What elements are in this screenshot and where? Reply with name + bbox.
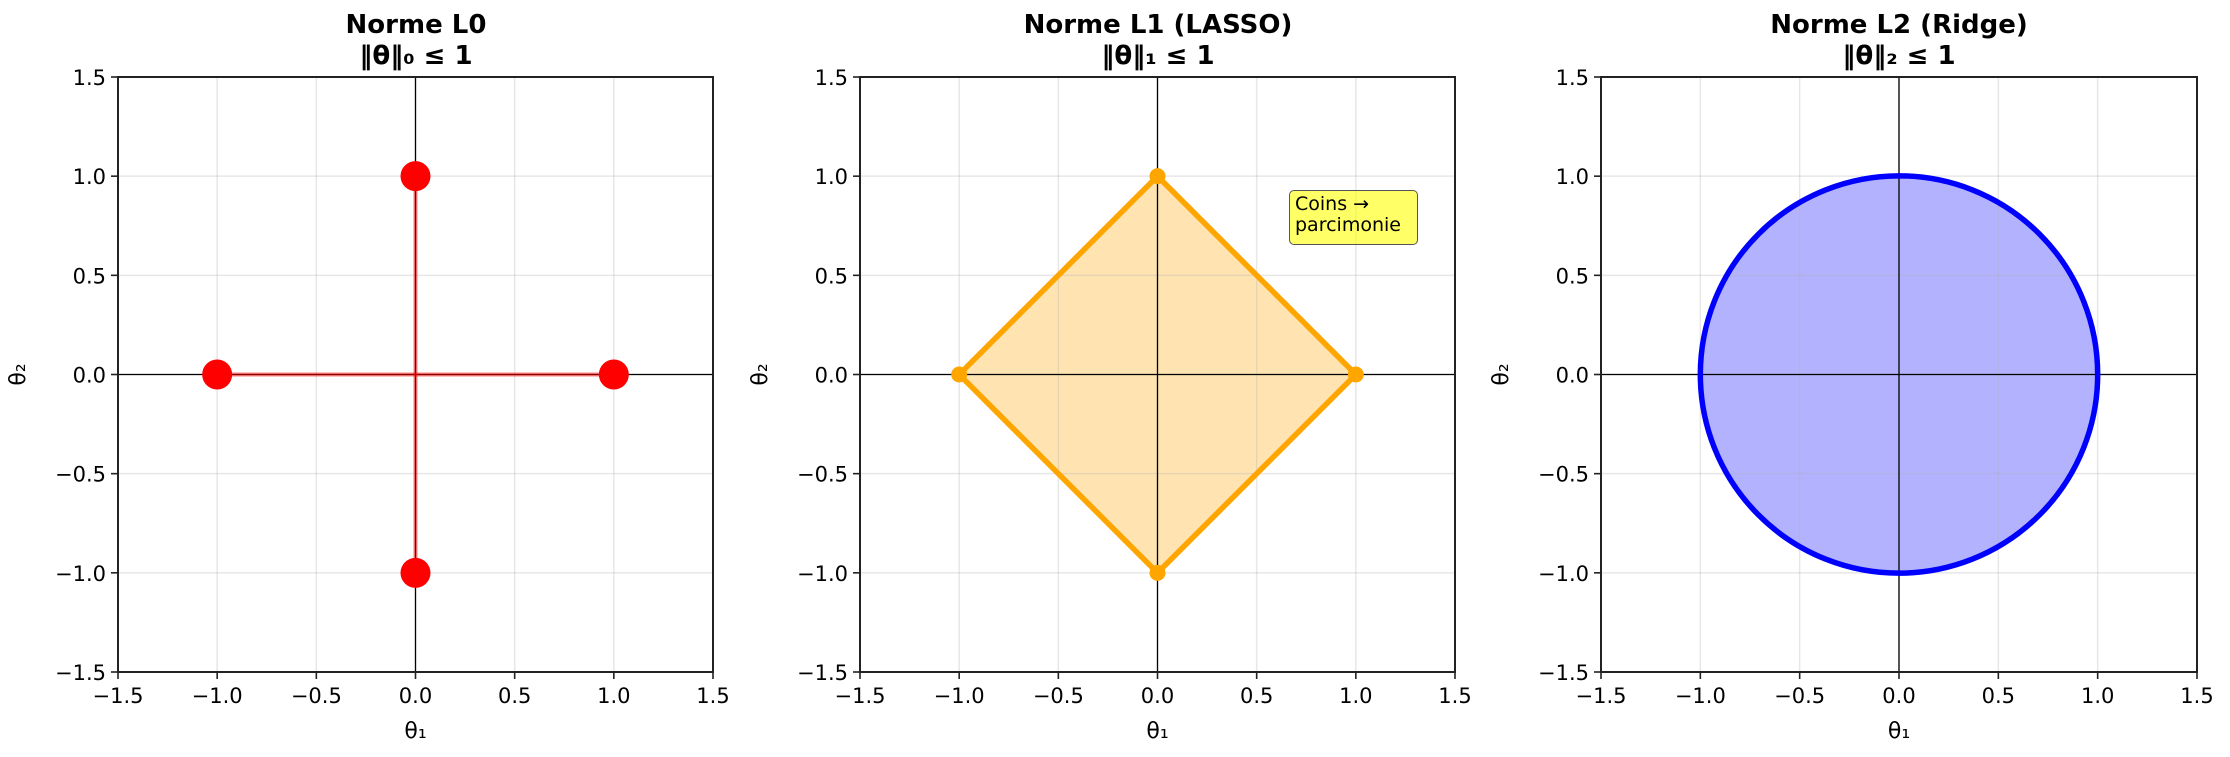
x-tick-label: −1.5 bbox=[93, 684, 144, 708]
data-point bbox=[1347, 366, 1364, 383]
x-tick-label: −0.5 bbox=[1033, 684, 1084, 708]
x-tick-label: −0.5 bbox=[1774, 684, 1825, 708]
x-tick-label: 0.0 bbox=[1882, 684, 1915, 708]
plot-title-l0: Norme L0 ‖θ‖₀ ≤ 1 bbox=[116, 10, 716, 72]
data-point bbox=[951, 366, 968, 383]
title-sub: ‖θ‖₁ ≤ 1 bbox=[1101, 41, 1215, 71]
x-tick-label: 1.5 bbox=[1438, 684, 1471, 708]
x-tick-label: −1.0 bbox=[1675, 684, 1726, 708]
x-tick-label: 1.5 bbox=[696, 684, 729, 708]
y-tick-label: 0.0 bbox=[815, 364, 848, 388]
x-tick-label: −1.0 bbox=[934, 684, 985, 708]
x-tick-label: 0.0 bbox=[1141, 684, 1174, 708]
x-tick-label: 0.5 bbox=[1240, 684, 1273, 708]
y-tick-label: 1.0 bbox=[1556, 165, 1589, 189]
plot-area bbox=[1601, 77, 2197, 672]
x-tick-label: 0.0 bbox=[399, 684, 432, 708]
title-main: Norme L1 (LASSO) bbox=[1023, 10, 1293, 40]
y-tick-label: 1.5 bbox=[73, 66, 106, 90]
y-tick-label: −1.0 bbox=[1538, 562, 1589, 586]
x-tick-label: −1.5 bbox=[835, 684, 886, 708]
x-tick-label: 0.5 bbox=[1982, 684, 2015, 708]
x-tick-label: 0.5 bbox=[498, 684, 531, 708]
y-axis-label: θ₂ bbox=[1489, 363, 1514, 385]
circle-outline bbox=[1697, 173, 2101, 576]
y-tick-label: 0.5 bbox=[1556, 264, 1589, 288]
x-tick-label: 1.0 bbox=[1339, 684, 1372, 708]
data-point bbox=[1149, 564, 1166, 581]
x-tick-label: 1.5 bbox=[2180, 684, 2213, 708]
x-axis-label: θ₁ bbox=[1146, 719, 1168, 744]
data-point bbox=[598, 359, 629, 390]
y-tick-label: 0.0 bbox=[73, 364, 106, 388]
x-axis-label: θ₁ bbox=[404, 719, 426, 744]
y-tick-label: −0.5 bbox=[55, 463, 106, 487]
data-point bbox=[400, 557, 431, 588]
annotation-corners: Coins → parcimonie bbox=[1289, 190, 1418, 245]
y-tick-label: −0.5 bbox=[1538, 463, 1589, 487]
y-tick-label: 1.0 bbox=[815, 165, 848, 189]
y-tick-label: −1.5 bbox=[797, 661, 848, 685]
y-axis-label: θ₂ bbox=[6, 363, 31, 385]
y-tick-label: 1.0 bbox=[73, 165, 106, 189]
y-tick-label: 1.5 bbox=[1556, 66, 1589, 90]
title-main: Norme L0 bbox=[345, 10, 487, 40]
x-tick-label: −1.5 bbox=[1576, 684, 1627, 708]
x-tick-label: −0.5 bbox=[291, 684, 342, 708]
y-tick-label: −1.5 bbox=[55, 661, 106, 685]
y-tick-label: 0.5 bbox=[815, 264, 848, 288]
y-tick-label: −0.5 bbox=[797, 463, 848, 487]
data-point bbox=[1149, 168, 1166, 185]
x-tick-label: 1.0 bbox=[597, 684, 630, 708]
title-sub: ‖θ‖₀ ≤ 1 bbox=[359, 41, 473, 71]
x-tick-label: 1.0 bbox=[2081, 684, 2114, 708]
y-tick-label: −1.0 bbox=[797, 562, 848, 586]
title-main: Norme L2 (Ridge) bbox=[1770, 10, 2028, 40]
data-point bbox=[400, 161, 431, 192]
y-tick-label: 0.0 bbox=[1556, 364, 1589, 388]
x-axis-label: θ₁ bbox=[1888, 719, 1910, 744]
y-tick-label: 1.5 bbox=[815, 66, 848, 90]
plot-title-l2: Norme L2 (Ridge) ‖θ‖₂ ≤ 1 bbox=[1599, 10, 2199, 72]
data-point bbox=[202, 359, 233, 390]
plot-title-l1: Norme L1 (LASSO) ‖θ‖₁ ≤ 1 bbox=[858, 10, 1458, 72]
title-sub: ‖θ‖₂ ≤ 1 bbox=[1842, 41, 1956, 71]
y-tick-label: 0.5 bbox=[73, 264, 106, 288]
y-tick-label: −1.5 bbox=[1538, 661, 1589, 685]
y-tick-label: −1.0 bbox=[55, 562, 106, 586]
y-axis-label: θ₂ bbox=[748, 363, 773, 385]
x-tick-label: −1.0 bbox=[192, 684, 243, 708]
